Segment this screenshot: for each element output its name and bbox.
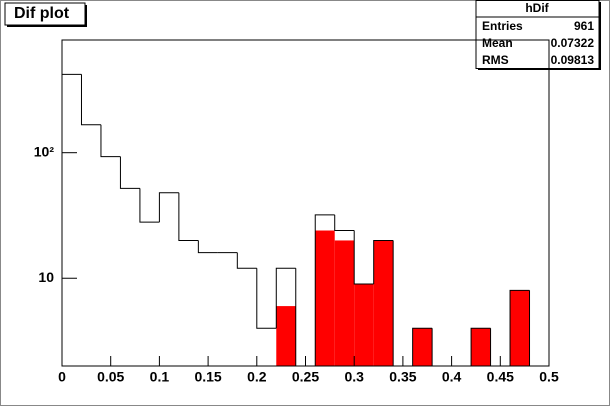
hist-step [256,268,277,329]
hist-step [119,156,140,189]
hist-step [100,124,121,158]
hist-bar [334,240,355,366]
x-tick-label: 0.5 [539,369,559,385]
hist-step [178,192,199,241]
hist-step [275,267,296,329]
hist-bar [315,230,335,366]
hist-step [197,240,218,254]
hist-step [236,252,257,269]
hist-bar [471,328,491,366]
hist-bar [354,283,374,366]
x-tick-label: 0.2 [247,369,267,385]
stats-title: hDif [525,1,549,15]
hist-step [334,214,355,232]
hist-step [80,74,101,126]
hist-bar [373,240,394,366]
stats-label: Entries [482,19,523,33]
x-tick-label: 0.4 [442,369,462,385]
hist-bar [276,306,296,366]
x-tick-label: 0 [58,369,66,385]
hist-step [139,188,160,223]
x-tick-label: 0.25 [292,369,319,385]
hist-step [470,327,491,366]
stats-box [475,0,600,69]
hist-step [158,192,179,223]
stats-value: 0.07322 [551,36,595,50]
chart-title: Dif plot [14,5,70,22]
hist-step [373,239,394,284]
y-tick-label: 10 [38,269,54,285]
plot-frame-outline [61,39,550,367]
x-tick-label: 0.35 [389,369,416,385]
hist-step [314,214,335,366]
hist-step [412,327,433,366]
hist-bar [412,328,433,366]
x-tick-label: 0.05 [97,369,124,385]
title-box [4,2,86,26]
plot-frame [61,39,550,367]
stats-value: 961 [574,19,594,33]
x-tick-label: 0.3 [344,369,364,385]
stats-label: Mean [482,36,513,50]
x-tick-label: 0.1 [150,369,170,385]
hist-step [353,230,374,285]
stats-label: RMS [482,53,509,67]
hist-step [509,289,530,366]
x-tick-label: 0.15 [194,369,221,385]
x-tick-label: 0.45 [487,369,514,385]
hist-bar [510,290,530,366]
y-tick-label: 10² [34,143,55,159]
stats-value: 0.09813 [551,53,595,67]
